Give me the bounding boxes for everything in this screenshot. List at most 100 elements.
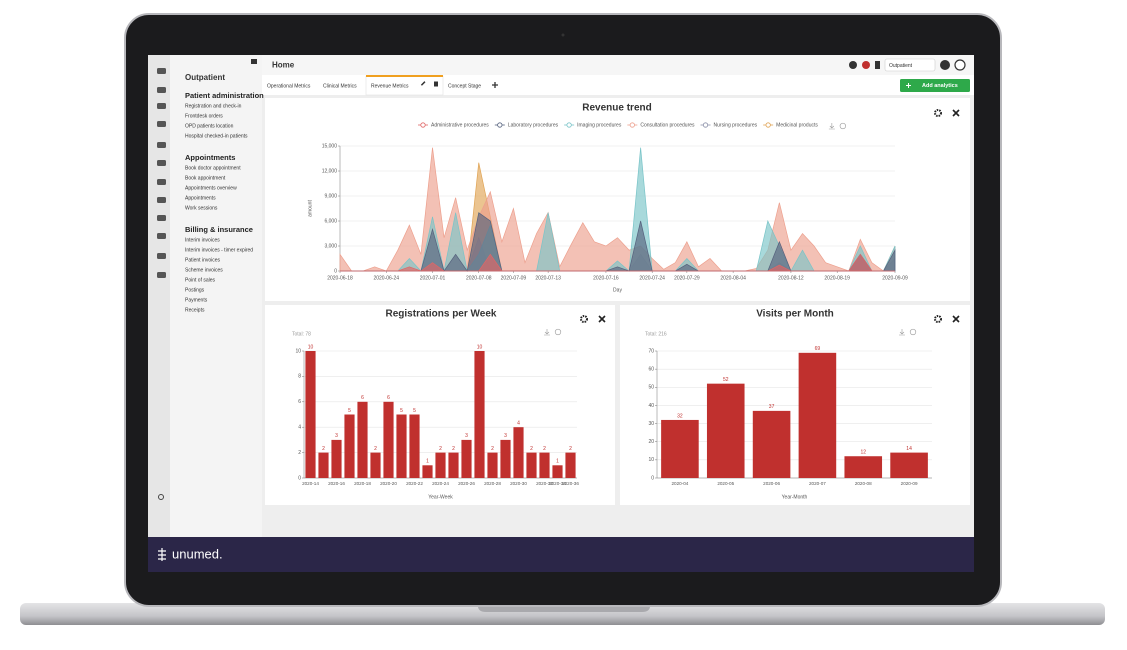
y-tick-label: 12,000 — [322, 168, 338, 174]
bar — [661, 419, 699, 478]
sidebar-item[interactable]: Interim invoices — [185, 237, 220, 243]
x-tick-label: 2020-34 — [549, 481, 566, 486]
nav-icon[interactable] — [157, 160, 166, 166]
bar — [357, 401, 368, 478]
legend-label[interactable]: Administrative procedures — [431, 122, 489, 128]
legend-marker[interactable] — [702, 122, 709, 128]
settings-icon[interactable] — [934, 109, 942, 117]
nav-icon[interactable] — [157, 103, 166, 109]
add-tab-icon[interactable] — [492, 82, 498, 88]
sidebar-item[interactable]: Scheme invoices — [185, 267, 223, 273]
settings-icon[interactable] — [580, 315, 588, 323]
legend-label[interactable]: Imaging procedures — [577, 122, 622, 128]
icon-bar — [148, 55, 170, 537]
nav-icon[interactable] — [157, 179, 166, 185]
nav-icon[interactable] — [157, 142, 166, 148]
close-icon[interactable] — [952, 109, 960, 117]
nav-icon[interactable] — [157, 215, 166, 221]
nav-icon[interactable] — [157, 121, 166, 127]
nav-icon[interactable] — [157, 87, 166, 93]
download-icon[interactable] — [544, 329, 550, 336]
x-tick-label: 2020-16 — [328, 481, 345, 486]
department-select[interactable] — [884, 58, 936, 72]
bar — [474, 351, 485, 478]
tab[interactable]: Operational Metrics — [267, 83, 311, 89]
sidebar-item[interactable]: Interim invoices - timer expired — [185, 247, 253, 253]
bar — [318, 452, 329, 478]
legend-marker[interactable] — [420, 122, 426, 128]
legend-marker[interactable] — [765, 122, 771, 128]
y-tick-label: 2 — [298, 450, 301, 456]
sidebar-item[interactable]: Book doctor appointment — [185, 165, 241, 171]
department[interactable]: Outpatient — [889, 63, 913, 69]
help-icon[interactable] — [940, 60, 950, 70]
legend-label[interactable]: Laboratory procedures — [508, 122, 559, 128]
bar — [798, 352, 837, 478]
sidebar-item[interactable]: Work sessions — [185, 205, 218, 211]
bar — [844, 456, 883, 478]
legend-marker[interactable] — [566, 122, 572, 128]
top-bar — [262, 55, 974, 75]
data-label: 3 — [465, 433, 468, 439]
data-label: 3 — [504, 433, 507, 439]
y-tick-label: 0 — [334, 268, 337, 274]
active-tab-marker — [366, 75, 443, 77]
bar — [539, 452, 550, 478]
x-tick-label: 2020-07-09 — [501, 275, 527, 281]
search-icon[interactable] — [158, 494, 164, 500]
sidebar-item[interactable]: Point of sales — [185, 277, 216, 283]
sidebar-section: Patient administration — [185, 91, 264, 100]
sidebar-item[interactable]: OPD patients location — [185, 123, 234, 129]
nav-icon[interactable] — [157, 233, 166, 239]
data-label: 10 — [477, 344, 483, 350]
tab[interactable]: Concept Stage — [448, 83, 481, 89]
download-icon[interactable] — [828, 123, 835, 130]
settings-icon[interactable] — [934, 315, 942, 323]
x-tick-label: 2020-36 — [562, 481, 579, 486]
nav-icon[interactable] — [157, 253, 166, 259]
lock-icon[interactable] — [251, 59, 257, 64]
y-tick-label: 4 — [298, 425, 301, 431]
nav-icon[interactable] — [157, 68, 166, 74]
data-label: 2 — [452, 446, 455, 452]
alert-icon[interactable] — [862, 61, 870, 69]
sidebar-item[interactable]: Book appointment — [185, 175, 226, 181]
user-icon[interactable] — [954, 59, 966, 71]
refresh-icon[interactable] — [554, 328, 562, 336]
x-tick-label: 2020-07-24 — [639, 275, 665, 281]
data-label: 6 — [387, 395, 390, 401]
delete-icon[interactable] — [434, 81, 438, 87]
nav-icon[interactable] — [157, 197, 166, 203]
legend-label[interactable]: Medicinal products — [776, 122, 818, 128]
refresh-icon[interactable] — [839, 122, 846, 130]
refresh-icon[interactable] — [909, 328, 917, 336]
bookmark-icon[interactable] — [875, 61, 880, 69]
close-icon[interactable] — [952, 315, 960, 323]
sidebar-item[interactable]: Registration and check-in — [185, 103, 242, 109]
sidebar-item[interactable]: Frontdesk orders — [185, 113, 223, 119]
sidebar-item[interactable]: Postings — [185, 287, 205, 293]
add-analytics-label[interactable]: Add analytics — [922, 83, 958, 89]
chat-icon[interactable] — [849, 61, 857, 69]
close-icon[interactable] — [598, 315, 606, 323]
legend-marker[interactable] — [497, 122, 503, 128]
download-icon[interactable] — [899, 329, 905, 336]
sidebar-item[interactable]: Appointments overview — [185, 185, 237, 191]
tab[interactable]: Clinical Metrics — [323, 83, 357, 89]
sidebar-item[interactable]: Patient invoices — [185, 257, 221, 263]
sidebar-item[interactable]: Appointments — [185, 195, 216, 201]
sidebar-item[interactable]: Receipts — [185, 307, 205, 313]
legend-label[interactable]: Consultation procedures — [640, 122, 695, 128]
sidebar-title: Outpatient — [185, 73, 225, 82]
sidebar-item[interactable]: Hospital checked-in patients — [185, 133, 248, 139]
edit-icon[interactable] — [420, 81, 426, 86]
add-analytics-button[interactable] — [900, 79, 970, 92]
tab[interactable]: Revenue Metrics — [371, 83, 409, 89]
nav-icon[interactable] — [157, 272, 166, 278]
legend-marker[interactable] — [629, 122, 635, 128]
legend-label[interactable]: Nursing procedures — [714, 122, 758, 128]
y-tick-label: 50 — [648, 385, 654, 391]
bar — [461, 439, 472, 478]
sidebar-item[interactable]: Payments — [185, 297, 208, 303]
